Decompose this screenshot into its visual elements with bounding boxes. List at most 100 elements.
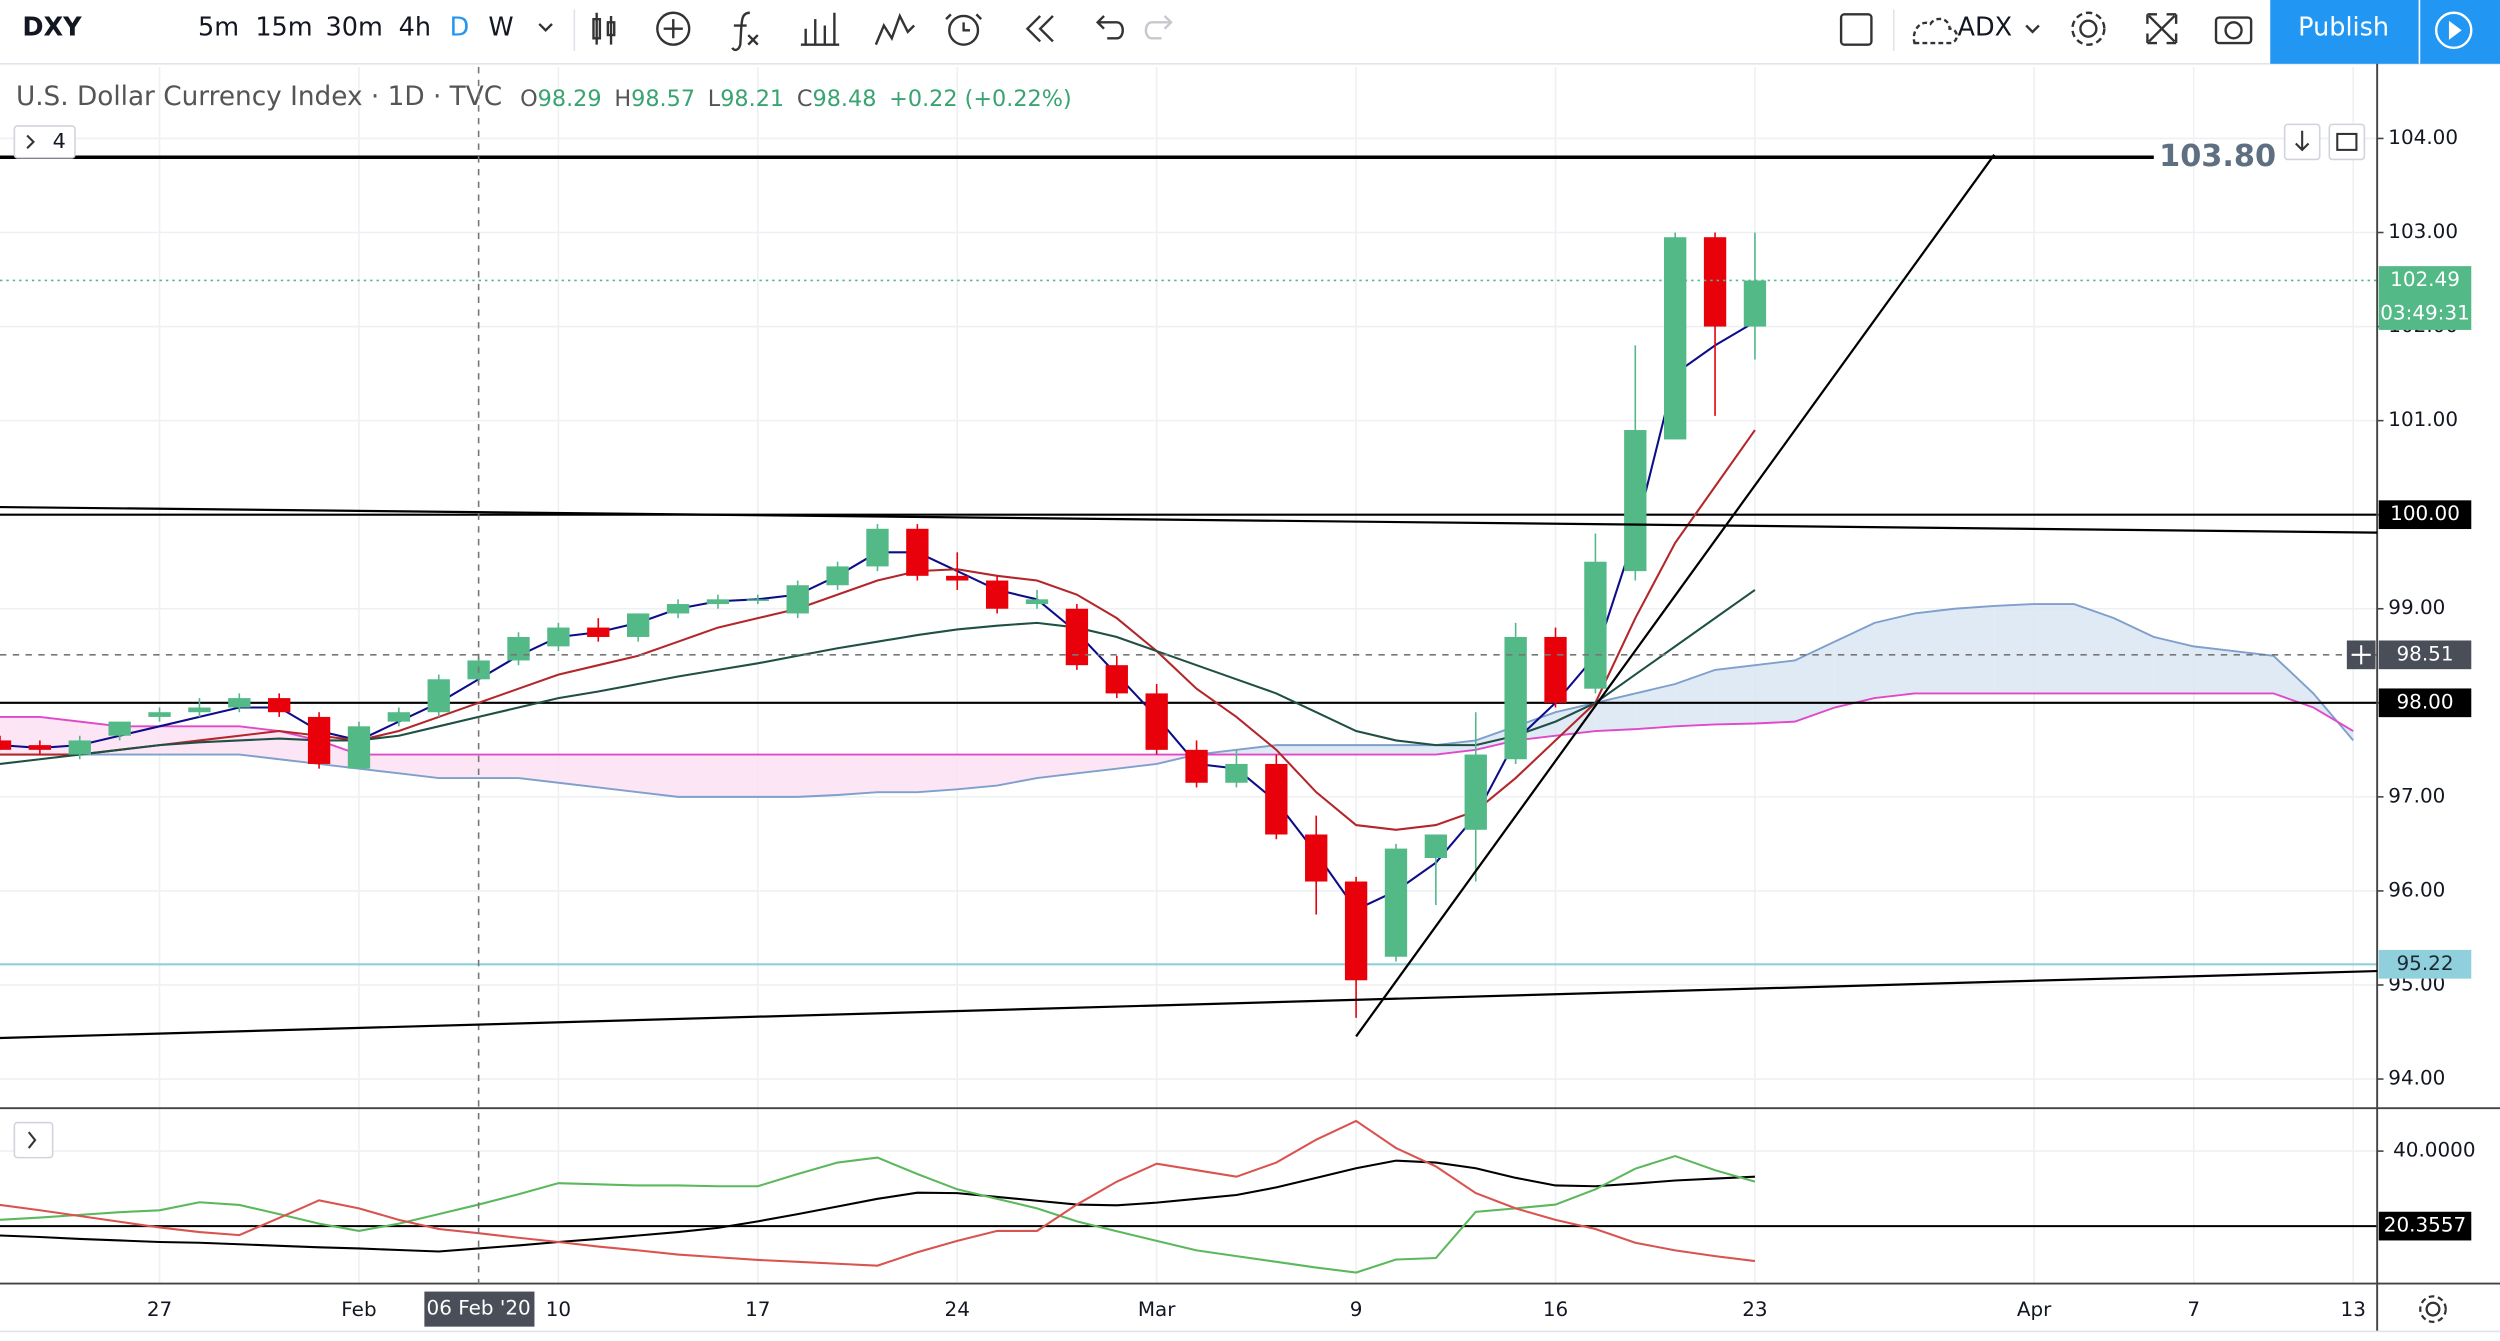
- candle-body: [1424, 834, 1448, 859]
- indicator-name[interactable]: ADX: [1958, 13, 2013, 43]
- y-tick-label: 103.00: [2388, 220, 2458, 243]
- stream-button[interactable]: [2420, 0, 2500, 64]
- x-tick-label: Feb: [341, 1298, 376, 1321]
- candle-body: [1105, 665, 1128, 694]
- fullscreen-icon[interactable]: [2146, 13, 2178, 45]
- cloud-fill: [1076, 754, 1117, 774]
- cloud-icon[interactable]: [1912, 17, 1958, 45]
- settings-icon[interactable]: [2079, 19, 2098, 38]
- last-price-label: 102.49: [2390, 268, 2460, 291]
- candle-body: [1185, 749, 1208, 783]
- cloud-fill: [1794, 641, 1835, 722]
- redo-icon[interactable]: [1144, 15, 1173, 40]
- level-label-box: [2378, 688, 2472, 718]
- chevron[interactable]: [538, 23, 553, 32]
- trend-line[interactable]: [1355, 154, 1996, 1038]
- pane-badge: 4: [53, 129, 66, 153]
- candle-body: [547, 627, 570, 647]
- cloud-fill: [797, 754, 838, 797]
- crosshair-price-box: [2378, 640, 2472, 670]
- indicator-line: [0, 1119, 1756, 1267]
- chevron[interactable]: [2025, 24, 2040, 34]
- candle-body: [108, 721, 131, 736]
- candle-body: [786, 585, 809, 614]
- settings-icon-ring: [2071, 11, 2106, 46]
- cloud-fill: [997, 754, 1038, 786]
- candle-body: [626, 613, 650, 637]
- cloud-fill: [1116, 754, 1157, 769]
- level-label: 100.00: [2390, 502, 2460, 525]
- timeframe[interactable]: 5m: [198, 13, 239, 43]
- y-tick-label: 94.00: [2388, 1067, 2445, 1090]
- change: +0.22 (+0.22%): [889, 85, 1072, 111]
- trend-line[interactable]: [0, 505, 2378, 534]
- cloud-fill: [1037, 754, 1077, 779]
- candle-body: [1344, 881, 1368, 981]
- cloud-fill: [717, 754, 758, 797]
- candles-icon[interactable]: [592, 12, 616, 45]
- trend-line[interactable]: [0, 969, 2378, 1040]
- timeframe[interactable]: W: [488, 13, 513, 43]
- layout-icon[interactable]: [1839, 13, 1873, 46]
- candle-body: [1703, 237, 1727, 327]
- undo-icon[interactable]: [1095, 15, 1124, 40]
- candle-body: [666, 604, 690, 614]
- cloud-fill: [1276, 745, 1317, 755]
- compare-icon[interactable]: [874, 12, 916, 46]
- alert-icon[interactable]: [948, 14, 980, 46]
- indicator-line: [0, 1154, 1756, 1274]
- ohlc-value: 98.57: [631, 85, 695, 111]
- adx-collapse-button[interactable]: [13, 1121, 54, 1159]
- timeframe[interactable]: 30m: [326, 13, 383, 43]
- replay-icon[interactable]: [1025, 15, 1054, 43]
- y-tick-label: 99.00: [2388, 596, 2445, 619]
- cloud-fill: [1236, 745, 1277, 755]
- collapse-button[interactable]: [13, 125, 76, 159]
- stream-icon: [2434, 11, 2473, 50]
- cloud-fill: [2193, 646, 2234, 694]
- legend-ohlc: O98.29 H98.57 L98.21 C98.48 +0.22 (+0.22%): [520, 85, 1072, 111]
- candle-body: [427, 679, 450, 713]
- camera-icon[interactable]: [2214, 16, 2253, 45]
- timeframes: 5m 15m 30m 4h D W: [198, 13, 514, 43]
- fx-icon[interactable]: [731, 11, 759, 52]
- candle-body: [68, 740, 91, 755]
- countdown: 03:49:31: [2380, 301, 2470, 324]
- moving-average: [0, 589, 1756, 765]
- collapse-icon: [27, 1131, 37, 1149]
- candle-body: [1384, 848, 1408, 957]
- candle-body: [1584, 561, 1607, 689]
- alert-icon-hands: [945, 13, 983, 32]
- level-label: 95.22: [2396, 952, 2453, 975]
- cloud-fill: [2233, 651, 2274, 694]
- bars-icon[interactable]: [800, 12, 840, 46]
- timeframe[interactable]: 15m: [255, 13, 312, 43]
- timeframe[interactable]: 4h: [399, 13, 431, 43]
- candle-body: [1504, 636, 1527, 760]
- add-icon[interactable]: [656, 11, 691, 46]
- x-tick-label: 23: [1742, 1298, 1767, 1321]
- y-tick-label: 104.00: [2388, 126, 2458, 149]
- candle-body: [387, 712, 411, 722]
- candle-body: [1305, 834, 1328, 882]
- x-tick-label: Mar: [1138, 1298, 1176, 1321]
- maximize-button[interactable]: [2328, 123, 2366, 161]
- cloud-line: [0, 692, 2354, 756]
- symbol[interactable]: DXY: [22, 13, 82, 43]
- cloud-fill: [678, 754, 718, 797]
- level-label: 98.00: [2396, 690, 2453, 713]
- toolbar: [0, 0, 2500, 64]
- level-label-box: [2378, 500, 2472, 530]
- cloud-fill: [1914, 608, 1955, 694]
- ohlc-key: L: [708, 85, 721, 111]
- x-tick-label: 17: [745, 1298, 770, 1321]
- stream-icon-play: [2448, 20, 2462, 40]
- settings-gear[interactable]: [2419, 1295, 2447, 1323]
- cloud-fill: [1675, 669, 1716, 727]
- timeframe[interactable]: D: [450, 13, 470, 43]
- ohlc-key: H: [614, 85, 631, 111]
- indicator-line: [0, 1159, 1755, 1253]
- moving-average: [0, 320, 1756, 912]
- publish-button[interactable]: [2270, 0, 2419, 64]
- cloud-fill: [877, 754, 918, 793]
